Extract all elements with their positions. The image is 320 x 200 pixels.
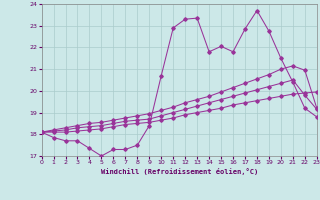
X-axis label: Windchill (Refroidissement éolien,°C): Windchill (Refroidissement éolien,°C)	[100, 168, 258, 175]
